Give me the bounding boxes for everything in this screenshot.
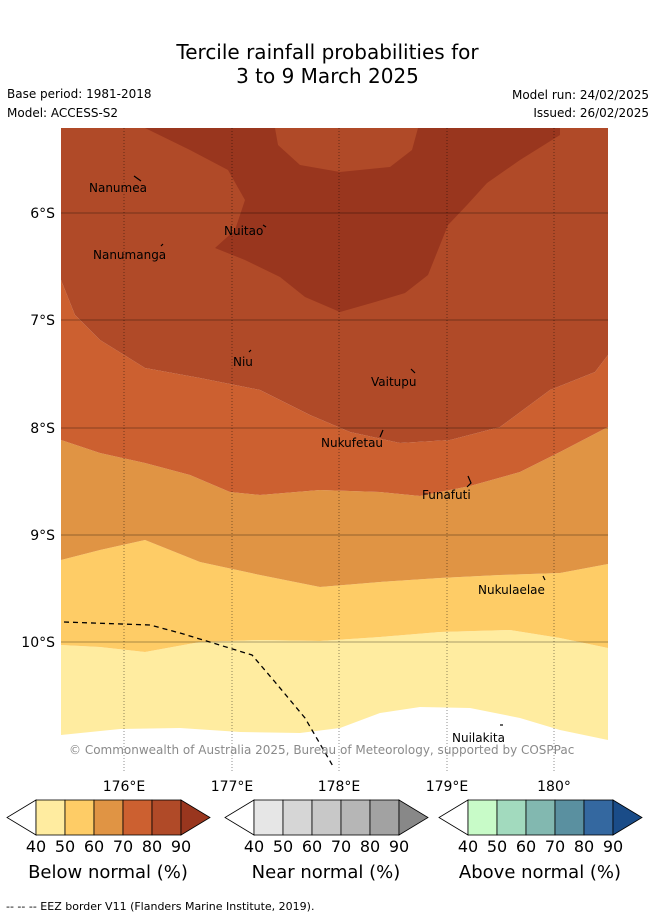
colorbar-above-tick-40: 40 — [458, 837, 478, 856]
lon-label-177: 177°E — [211, 779, 254, 795]
colorbar-label-near: Near normal (%) — [251, 862, 401, 883]
place-labels: Nanumea Nuitao Nanumanga Niu Vaitupu Nuk… — [89, 181, 545, 745]
longitude-labels: 176°E 177°E 178°E 179°E 180° — [103, 779, 571, 795]
colorbar-above: 40 50 60 70 80 90 — [438, 799, 643, 856]
lat-label-8s: 8°S — [30, 421, 55, 437]
lon-label-176: 176°E — [103, 779, 146, 795]
colorbar-above-tick-90: 90 — [603, 837, 623, 856]
colorbar-below-low-extend — [6, 799, 37, 836]
colorbar-near-tick-80: 80 — [360, 837, 380, 856]
model-name: Model: ACCESS-S2 — [7, 106, 119, 120]
colorbar-below-cell-80 — [151, 799, 182, 836]
colorbar-above-tick-70: 70 — [545, 837, 565, 856]
colorbar-below-high-extend — [180, 799, 211, 836]
band-50 — [61, 540, 608, 652]
colorbar-below-cell-50 — [64, 799, 95, 836]
colorbar-below-tick-70: 70 — [113, 837, 133, 856]
island-nukufetau-shape — [379, 429, 384, 438]
colorbar-near-tick-50: 50 — [273, 837, 293, 856]
colorbar-near-tick-60: 60 — [302, 837, 322, 856]
island-funafuti-shape — [466, 475, 472, 488]
place-label-nukufetau: Nukufetau — [321, 436, 383, 450]
colorbar-below-tick-80: 80 — [142, 837, 162, 856]
probability-bands — [61, 128, 608, 773]
colorbar-below-tick-40: 40 — [26, 837, 46, 856]
graticule — [123, 128, 555, 773]
colorbar-near-tick-90: 90 — [389, 837, 409, 856]
title-line-1: Tercile rainfall probabilities for — [176, 40, 479, 64]
place-label-vaitupu: Vaitupu — [371, 375, 417, 389]
colorbar-below-cell-60 — [93, 799, 124, 836]
colorbar-label-below: Below normal (%) — [28, 862, 188, 883]
colorbar-below-tick-90: 90 — [171, 837, 191, 856]
lat-label-7s: 7°S — [30, 313, 55, 329]
colorbar-above-cell-80 — [583, 799, 614, 836]
colorbar-near-tick-40: 40 — [244, 837, 264, 856]
band-60 — [61, 427, 608, 587]
place-label-funafuti: Funafuti — [422, 488, 471, 502]
colorbar-above-tick-50: 50 — [487, 837, 507, 856]
colorbar-near-cell-70 — [340, 799, 371, 836]
island-outlines — [133, 175, 546, 726]
lon-label-178: 178°E — [318, 779, 361, 795]
eez-border — [63, 621, 335, 769]
colorbar-near-low-extend — [224, 799, 255, 836]
colorbar-below-tick-60: 60 — [84, 837, 104, 856]
colorbar-near-cell-40 — [253, 799, 284, 836]
colorbar-above-cell-70 — [554, 799, 585, 836]
colorbar-below: 40 50 60 70 80 90 — [6, 799, 211, 856]
colorbar-near: 40 50 60 70 80 90 — [224, 799, 429, 856]
colorbar-near-high-extend — [398, 799, 429, 836]
parallels — [61, 212, 608, 643]
colorbar-near-tick-70: 70 — [331, 837, 351, 856]
island-vaitupu-shape — [410, 368, 416, 374]
place-label-nuilakita: Nuilakita — [452, 731, 505, 745]
latitude-labels: 6°S 7°S 8°S 9°S 10°S — [21, 206, 55, 651]
place-label-nukulaelae: Nukulaelae — [478, 583, 545, 597]
eez-footnote: -- -- -- EEZ border V11 (Flanders Marine… — [6, 900, 315, 913]
place-label-niu: Niu — [233, 355, 253, 369]
band-90 — [145, 128, 560, 312]
island-nuitao-shape — [262, 224, 267, 228]
model-run: Model run: 24/02/2025 — [511, 88, 649, 102]
colorbar-above-high-extend — [612, 799, 643, 836]
colorbar-below-cell-70 — [122, 799, 153, 836]
colorbar-above-tick-60: 60 — [516, 837, 536, 856]
island-niu-shape — [248, 349, 252, 353]
lat-label-10s: 10°S — [21, 635, 55, 651]
title-line-2: 3 to 9 March 2025 — [236, 64, 419, 88]
copyright-notice: © Commonwealth of Australia 2025, Bureau… — [69, 743, 574, 757]
lon-label-180: 180° — [537, 779, 571, 795]
colorbar-near-cell-80 — [369, 799, 400, 836]
place-label-nuitao: Nuitao — [224, 224, 263, 238]
colorbar-above-cell-50 — [496, 799, 527, 836]
colorbar-below-cell-40 — [35, 799, 66, 836]
map-title: Tercile rainfall probabilities for 3 to … — [0, 40, 655, 88]
colorbar-above-tick-80: 80 — [574, 837, 594, 856]
base-period: Base period: 1981-2018 — [7, 87, 152, 101]
colorbar-near-cell-50 — [282, 799, 313, 836]
colorbar-legends: 40 50 60 70 80 90 40 50 60 70 80 90 40 50 60 70 80 90 — [6, 799, 643, 856]
colorbar-below-tick-50: 50 — [55, 837, 75, 856]
band-70 — [61, 280, 608, 496]
island-nanumanga-shape — [160, 243, 164, 247]
colorbar-label-above: Above normal (%) — [458, 862, 622, 883]
island-nukulaelae-shape — [542, 575, 546, 581]
colorbar-near-cell-60 — [311, 799, 342, 836]
issued-date: Issued: 26/02/2025 — [533, 106, 649, 120]
place-label-nanumanga: Nanumanga — [93, 248, 166, 262]
colorbar-above-cell-60 — [525, 799, 556, 836]
lon-label-179: 179°E — [426, 779, 469, 795]
band-40 — [61, 630, 608, 740]
place-label-nanumea: Nanumea — [89, 181, 147, 195]
lat-label-6s: 6°S — [30, 206, 55, 222]
colorbar-above-cell-40 — [467, 799, 498, 836]
colorbar-above-low-extend — [438, 799, 469, 836]
lat-label-9s: 9°S — [30, 528, 55, 544]
island-nanumea-shape — [133, 175, 142, 182]
